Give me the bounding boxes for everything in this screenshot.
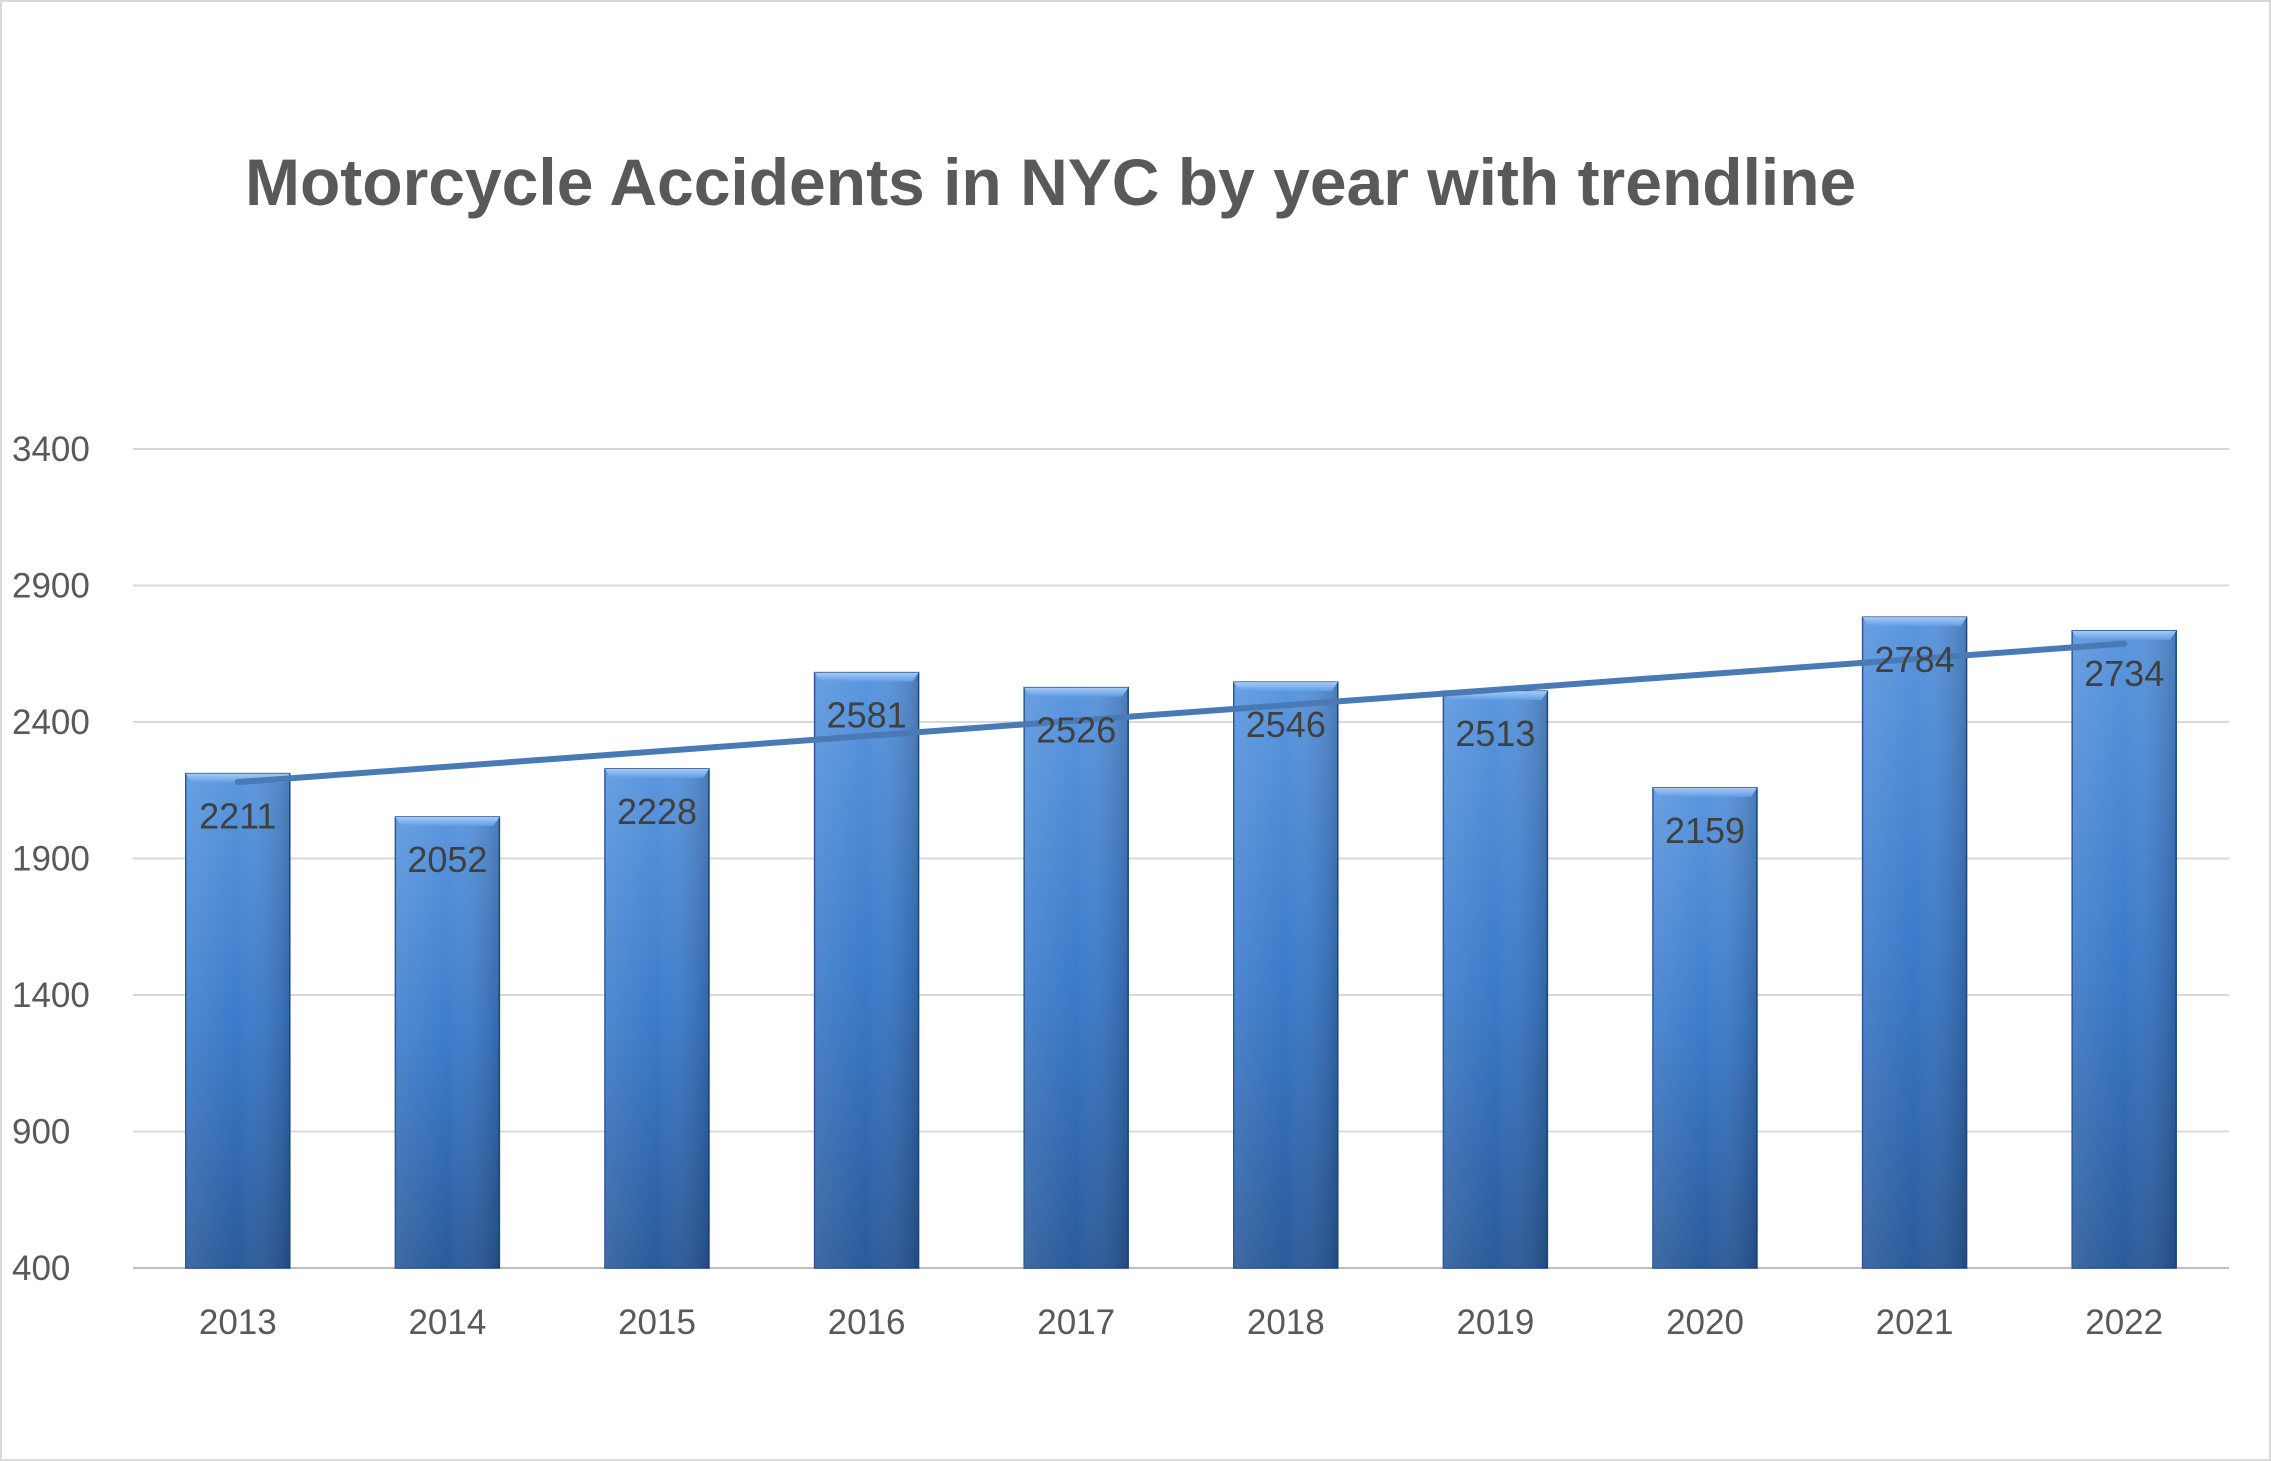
bar	[1442, 690, 1549, 1269]
x-tick-label: 2016	[828, 1303, 906, 1342]
data-label: 2546	[1246, 704, 1326, 745]
bar-shade	[1862, 617, 1967, 1268]
bars	[185, 616, 2177, 1269]
bar	[813, 671, 920, 1269]
data-labels: 2211 2052 2228 2581 2526 2546 2513 2159 2784 2734	[199, 639, 2164, 880]
bar-shade	[1233, 682, 1338, 1268]
bar	[2071, 630, 2177, 1269]
bar-shade	[185, 773, 290, 1268]
bar-cap	[1233, 682, 1338, 692]
x-tick-label: 2013	[199, 1303, 277, 1342]
data-label: 2734	[2084, 653, 2164, 694]
bar	[394, 816, 501, 1269]
bar-cap	[814, 672, 919, 682]
data-label: 2159	[1665, 810, 1745, 851]
y-tick-label: 1900	[12, 840, 90, 879]
y-tick-label: 2900	[12, 567, 90, 606]
bar-shade	[395, 817, 500, 1268]
bar	[604, 768, 710, 1269]
data-label: 2784	[1875, 639, 1955, 680]
bar	[1652, 787, 1758, 1269]
data-label: 2513	[1455, 713, 1535, 754]
x-tick-label: 2020	[1666, 1303, 1744, 1342]
bar-cap	[605, 768, 709, 778]
bar-shade	[1443, 691, 1548, 1268]
chart-title: Motorcycle Accidents in NYC by year with…	[245, 145, 1856, 219]
x-tick-label: 2019	[1456, 1303, 1534, 1342]
bar	[1233, 681, 1339, 1269]
bar-cap	[1024, 687, 1129, 697]
y-tick-label: 400	[12, 1249, 70, 1288]
y-tick-label: 3400	[12, 430, 90, 469]
y-tick-label: 2400	[12, 703, 90, 742]
trendline-layer	[234, 640, 2128, 786]
bar-cap	[395, 817, 500, 827]
x-tick-label: 2017	[1037, 1303, 1115, 1342]
data-label: 2526	[1036, 710, 1116, 751]
y-tick-label: 900	[12, 1113, 70, 1152]
trendline	[234, 640, 2128, 786]
bar-shade	[814, 672, 919, 1268]
bar	[1023, 686, 1129, 1269]
data-label: 2052	[407, 839, 487, 880]
bar	[1861, 616, 1968, 1269]
bar-cap	[1653, 787, 1757, 797]
x-tick-label: 2015	[618, 1303, 696, 1342]
x-tick-label: 2022	[2085, 1303, 2163, 1342]
x-axis: 2013 2014 2015 2016 2017 2018 2019 2020 2021 2022	[199, 1303, 2163, 1342]
y-axis: 400 900 1400 1900 2400 2900 3400	[12, 430, 90, 1288]
bar	[185, 772, 291, 1269]
x-tick-label: 2018	[1247, 1303, 1325, 1342]
bar-shade	[2072, 630, 2177, 1268]
bar-shade	[1653, 787, 1757, 1268]
bar-cap	[1862, 617, 1967, 627]
y-tick-label: 1400	[12, 976, 90, 1015]
data-label: 2581	[827, 695, 907, 736]
bar-cap	[2072, 630, 2177, 640]
bar-shade	[1024, 687, 1129, 1268]
x-tick-label: 2014	[408, 1303, 486, 1342]
bar-shade	[605, 768, 709, 1268]
data-label: 2228	[617, 791, 697, 832]
x-tick-label: 2021	[1876, 1303, 1954, 1342]
data-label: 2211	[199, 796, 276, 837]
